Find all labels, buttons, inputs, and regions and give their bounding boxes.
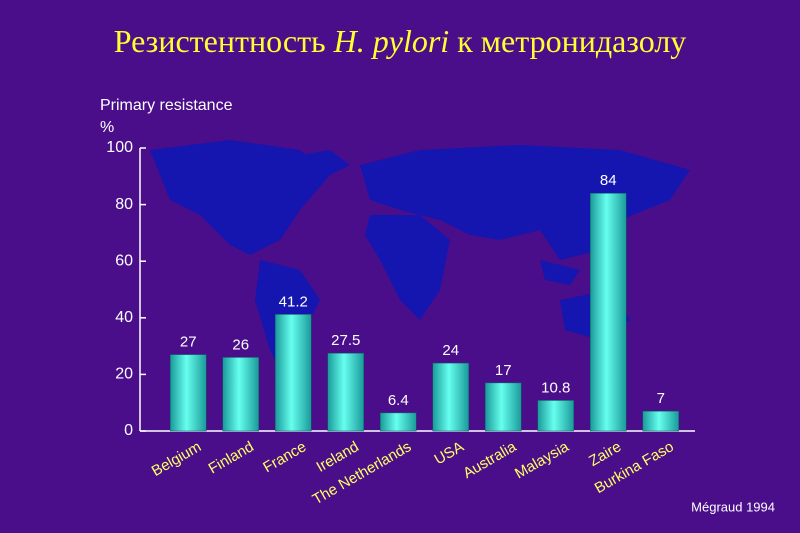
data-label: 84 bbox=[600, 172, 617, 189]
bar bbox=[327, 352, 364, 432]
y-axis-label: Primary resistance bbox=[100, 97, 233, 114]
bar bbox=[485, 382, 522, 432]
data-label: 6.4 bbox=[388, 392, 409, 409]
bar bbox=[537, 400, 574, 432]
bar bbox=[380, 412, 417, 432]
data-label: 17 bbox=[495, 362, 512, 379]
data-label: 24 bbox=[442, 342, 459, 359]
data-label: 7 bbox=[657, 390, 665, 407]
title-part: H. pylori bbox=[333, 23, 450, 59]
bar bbox=[590, 193, 627, 432]
bar bbox=[432, 362, 469, 432]
data-label: 10.8 bbox=[541, 379, 570, 396]
y-tick-label: 40 bbox=[115, 309, 133, 326]
data-label: 27.5 bbox=[331, 332, 360, 349]
chart-title: Резистентность H. pylori к метронидазолу bbox=[114, 23, 687, 59]
bar bbox=[642, 410, 679, 432]
title-part: Резистентность bbox=[114, 23, 334, 59]
bar bbox=[170, 354, 207, 432]
y-axis-label: % bbox=[100, 119, 114, 136]
bar bbox=[222, 357, 259, 432]
source: Mégraud 1994 bbox=[691, 499, 775, 514]
y-tick-label: 0 bbox=[124, 422, 133, 439]
y-tick-label: 80 bbox=[115, 196, 133, 213]
data-label: 26 bbox=[232, 336, 249, 353]
y-tick-label: 100 bbox=[106, 139, 133, 156]
data-label: 41.2 bbox=[279, 293, 308, 310]
title-part: к метронидазолу bbox=[449, 23, 686, 59]
y-tick-label: 60 bbox=[115, 252, 133, 269]
y-tick-label: 20 bbox=[115, 366, 133, 383]
bar bbox=[275, 314, 312, 432]
data-label: 27 bbox=[180, 334, 197, 351]
